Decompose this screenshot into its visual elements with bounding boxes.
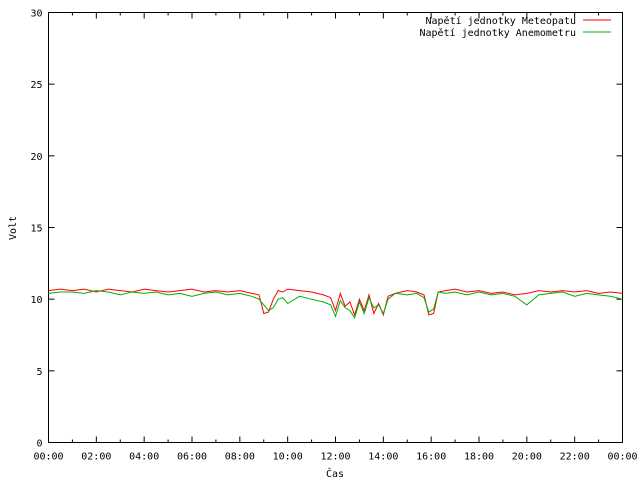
- x-tick-label: 22:00: [560, 452, 590, 463]
- series-lines: [48, 288, 623, 319]
- x-tick-label: 00:00: [607, 452, 637, 463]
- x-tick-label: 16:00: [416, 452, 446, 463]
- y-tick-label: 30: [30, 9, 42, 20]
- x-tick-label: 12:00: [320, 452, 350, 463]
- plot-frame: [48, 12, 623, 443]
- x-tick-label: 20:00: [512, 452, 542, 463]
- x-tick-label: 00:00: [33, 452, 63, 463]
- y-axis-label: Volt: [8, 216, 19, 240]
- y-tick-label: 10: [30, 295, 42, 306]
- legend-label-2: Napětí jednotky Anemometru: [419, 27, 576, 39]
- y-tick-label: 0: [36, 439, 42, 450]
- x-tick-label: 08:00: [225, 452, 255, 463]
- x-axis: 00:00 02:00 04:00 06:00 08:00 10:00 12:00 14:00…: [33, 12, 638, 463]
- x-tick-label: 10:00: [273, 452, 303, 463]
- legend-label-1: Napětí jednotky Meteopatu: [425, 15, 576, 27]
- y-tick-label: 25: [30, 80, 42, 91]
- y-tick-label: 15: [30, 224, 42, 235]
- x-tick-label: 14:00: [368, 452, 398, 463]
- y-tick-label: 20: [30, 152, 42, 163]
- x-axis-label: Čas: [326, 467, 344, 480]
- series-line-2: [48, 290, 623, 319]
- y-axis: 0 5 10 15 20 25 30: [30, 9, 623, 450]
- x-tick-label: 02:00: [81, 452, 111, 463]
- series-line-1: [48, 288, 623, 317]
- x-tick-label: 18:00: [464, 452, 494, 463]
- x-tick-label: 06:00: [177, 452, 207, 463]
- x-tick-label: 04:00: [129, 452, 159, 463]
- y-tick-label: 5: [36, 367, 42, 378]
